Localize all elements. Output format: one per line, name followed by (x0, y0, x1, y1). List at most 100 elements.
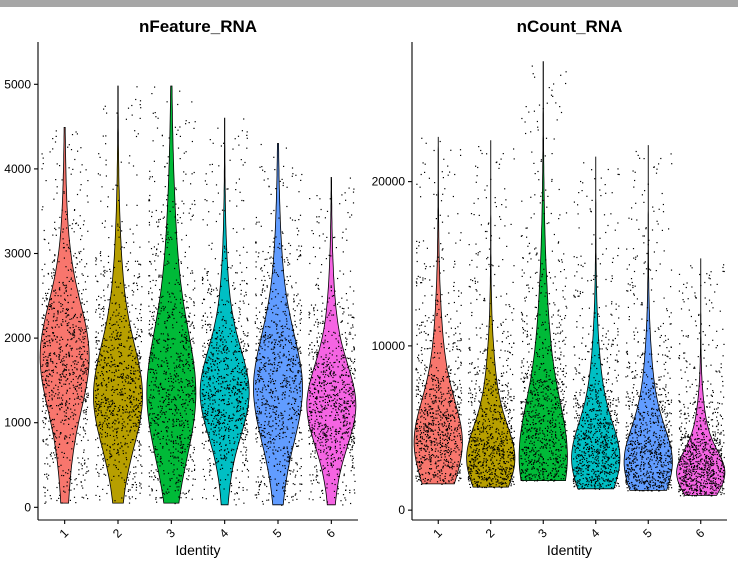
cell-point (260, 376, 262, 378)
cell-point (284, 375, 286, 377)
cell-point (65, 344, 67, 346)
cell-point (86, 195, 88, 197)
cell-point (342, 381, 344, 384)
cell-point (45, 292, 47, 294)
cell-point (316, 385, 318, 387)
cell-point (238, 391, 240, 393)
cell-point (185, 419, 187, 421)
cell-point (232, 417, 234, 419)
cell-point (75, 325, 77, 327)
cell-point (141, 465, 143, 467)
cell-point (290, 470, 292, 472)
cell-point (212, 353, 215, 355)
cell-point (171, 311, 173, 313)
cell-point (131, 486, 133, 488)
cell-point (289, 369, 291, 371)
cell-point (283, 426, 285, 428)
cell-point (275, 422, 277, 425)
cell-point (182, 406, 184, 408)
cell-point (43, 328, 45, 331)
cell-point (205, 440, 207, 442)
cell-point (279, 180, 281, 182)
cell-point (321, 382, 323, 384)
cell-point (261, 404, 263, 406)
cell-point (118, 343, 120, 345)
cell-point (112, 349, 114, 351)
cell-point (330, 463, 333, 465)
cell-point (308, 311, 310, 313)
cell-point (106, 371, 108, 373)
cell-point (98, 407, 100, 409)
cell-point (189, 441, 191, 444)
cell-point (284, 385, 286, 387)
cell-point (313, 432, 315, 434)
cell-point (281, 386, 283, 388)
cell-point (220, 285, 222, 287)
cell-point (268, 380, 270, 383)
cell-point (140, 319, 142, 322)
cell-point (152, 335, 155, 337)
cell-point (156, 422, 158, 424)
cell-point (270, 348, 272, 350)
cell-point (310, 453, 312, 455)
cell-point (117, 347, 119, 349)
cell-point (99, 405, 101, 407)
cell-point (299, 410, 301, 412)
cell-point (234, 367, 237, 369)
cell-point (222, 260, 224, 262)
cell-point (296, 354, 298, 356)
cell-point (231, 390, 233, 392)
cell-point (122, 393, 124, 396)
cell-point (108, 423, 110, 425)
cell-point (51, 303, 53, 305)
cell-point (207, 279, 209, 281)
cell-point (189, 430, 191, 432)
cell-point (148, 384, 151, 387)
cell-point (334, 380, 336, 382)
cell-point (41, 168, 43, 170)
cell-point (137, 416, 139, 418)
cell-point (151, 335, 153, 337)
cell-point (331, 482, 333, 485)
cell-point (129, 155, 131, 157)
cell-point (285, 480, 287, 482)
cell-point (69, 333, 71, 335)
cell-point (286, 320, 288, 322)
cell-point (76, 443, 78, 445)
cell-point (42, 353, 44, 355)
cell-point (185, 295, 187, 297)
cell-point (228, 350, 230, 352)
cell-point (134, 405, 136, 407)
cell-point (273, 266, 275, 268)
cell-point (75, 131, 77, 133)
cell-point (80, 382, 82, 384)
cell-point (267, 178, 269, 180)
cell-point (85, 358, 87, 360)
cell-point (157, 117, 159, 119)
cell-point (289, 368, 291, 370)
cell-point (42, 163, 44, 165)
cell-point (244, 424, 246, 426)
cell-point (281, 270, 283, 272)
cell-point (299, 483, 301, 485)
cell-point (139, 104, 141, 106)
cell-point (171, 389, 173, 391)
cell-point (223, 360, 225, 362)
cell-point (255, 251, 257, 253)
cell-point (148, 210, 150, 212)
cell-point (128, 348, 130, 350)
cell-point (54, 227, 56, 229)
cell-point (206, 329, 208, 331)
cell-point (50, 498, 52, 500)
cell-point (282, 346, 285, 348)
cell-point (180, 360, 182, 362)
cell-point (125, 319, 127, 322)
cell-point (172, 452, 174, 454)
cell-point (74, 387, 76, 390)
cell-point (258, 370, 260, 372)
cell-point (225, 345, 227, 347)
cell-point (350, 395, 352, 397)
cell-point (205, 371, 207, 373)
cell-point (46, 365, 48, 367)
cell-point (67, 417, 69, 420)
